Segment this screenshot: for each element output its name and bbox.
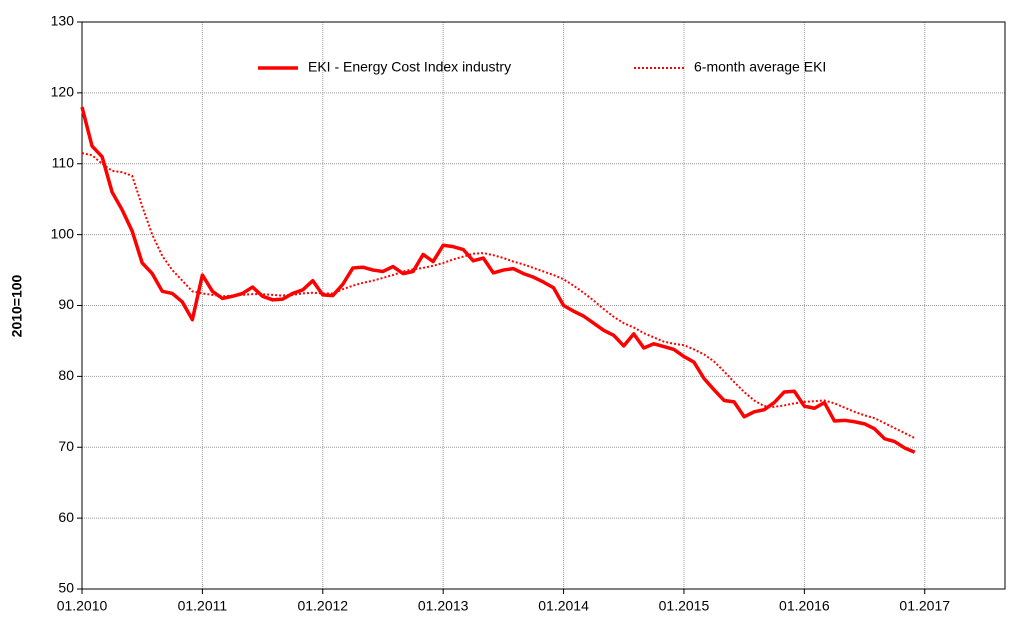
x-tick-label: 01.2016 bbox=[779, 598, 830, 614]
x-tick-label: 01.2017 bbox=[899, 598, 950, 614]
x-tick-label: 01.2013 bbox=[418, 598, 469, 614]
x-tick-label: 01.2011 bbox=[178, 598, 228, 614]
plot-frame bbox=[81, 21, 1006, 590]
y-tick-label: 90 bbox=[58, 296, 74, 312]
data-line bbox=[80, 106, 916, 454]
y-tick-label: 100 bbox=[51, 225, 75, 241]
y-tick-label: 80 bbox=[58, 367, 74, 383]
y-tick-label: 110 bbox=[52, 154, 75, 170]
y-tick-label: 50 bbox=[58, 580, 74, 596]
y-axis-label: 2010=100 bbox=[9, 274, 25, 337]
y-tick-label: 130 bbox=[51, 13, 75, 29]
x-tick-label: 01.2014 bbox=[538, 598, 589, 614]
y-tick-label: 70 bbox=[58, 438, 74, 454]
y-tick-label: 120 bbox=[51, 84, 75, 100]
y-tick-label: 60 bbox=[58, 509, 74, 525]
x-tick-label: 01.2012 bbox=[297, 598, 348, 614]
data-line bbox=[81, 152, 916, 439]
legend-label: 6-month average EKI bbox=[694, 59, 826, 75]
legend-label: EKI - Energy Cost Index industry bbox=[308, 59, 511, 75]
x-tick-label: 01.2010 bbox=[57, 598, 108, 614]
x-tick-label: 01.2015 bbox=[659, 598, 710, 614]
